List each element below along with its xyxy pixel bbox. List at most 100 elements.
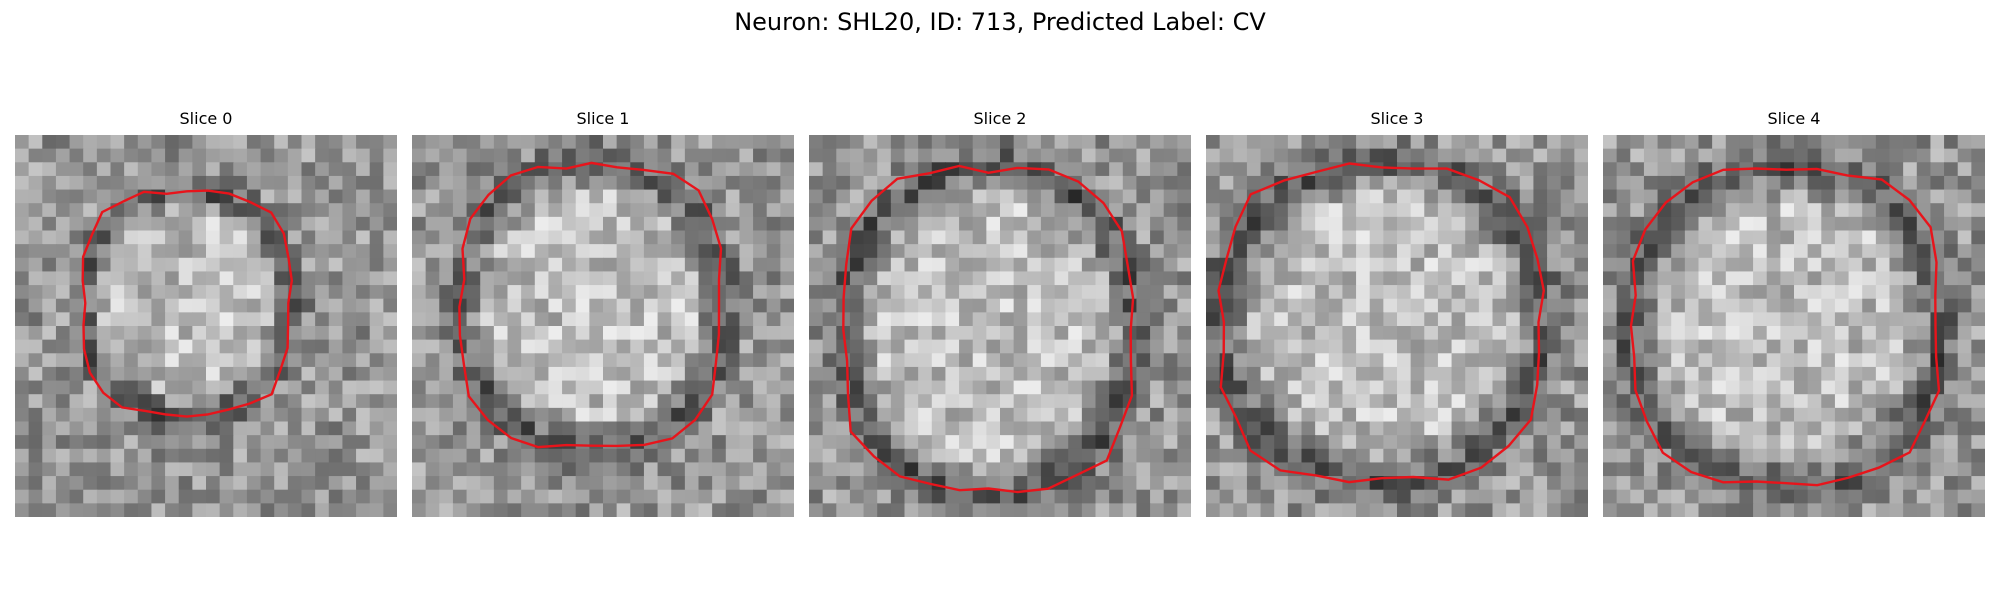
pixel — [836, 394, 851, 409]
pixel — [301, 230, 316, 245]
pixel — [1725, 394, 1741, 409]
pixel — [1150, 216, 1165, 232]
pixel — [1206, 189, 1221, 204]
pixel — [42, 257, 57, 273]
pixel — [1944, 298, 1959, 313]
pixel — [369, 244, 384, 259]
pixel — [1630, 476, 1645, 491]
pixel — [1040, 230, 1056, 245]
pixel — [1095, 285, 1110, 300]
pixel — [1807, 366, 1822, 382]
pixel — [1519, 298, 1535, 313]
pixel — [766, 366, 781, 382]
pixel — [1328, 407, 1344, 423]
pixel — [1122, 162, 1138, 177]
pixel — [287, 407, 303, 423]
pixel — [260, 435, 275, 450]
pixel — [1725, 435, 1741, 450]
pixel — [287, 448, 303, 464]
pixel — [1889, 339, 1904, 354]
pixel — [1889, 380, 1904, 395]
pixel — [1383, 380, 1398, 395]
pixel — [1013, 448, 1028, 464]
pixel — [1560, 244, 1575, 259]
pixel — [1930, 271, 1945, 286]
pixel — [1916, 353, 1932, 368]
pixel — [643, 189, 659, 204]
pixel — [1889, 421, 1904, 436]
pixel — [1287, 203, 1303, 218]
pixel — [1739, 448, 1754, 464]
pixel — [521, 298, 536, 313]
pixel — [1465, 326, 1480, 341]
pixel — [1397, 407, 1412, 423]
pixel — [206, 162, 221, 177]
pixel — [904, 394, 919, 409]
pixel — [425, 257, 440, 273]
pixel — [1177, 339, 1191, 354]
pixel — [1122, 366, 1138, 382]
pixel — [1657, 394, 1672, 409]
pixel — [1136, 298, 1151, 313]
pixel — [1274, 135, 1289, 150]
pixel — [356, 257, 371, 273]
pixel — [83, 326, 98, 341]
pixel — [809, 394, 824, 409]
pixel — [1753, 503, 1768, 517]
pixel — [425, 462, 440, 477]
pixel — [589, 135, 604, 150]
pixel — [287, 462, 303, 477]
pixel — [548, 285, 563, 300]
pixel — [315, 298, 330, 313]
pixel — [863, 353, 878, 368]
pixel — [986, 216, 1001, 232]
pixel — [1698, 162, 1713, 177]
pixel — [315, 366, 330, 382]
pixel — [1301, 353, 1316, 368]
pixel — [328, 476, 344, 491]
pixel — [1603, 503, 1618, 517]
pixel — [1437, 448, 1453, 464]
pixel — [959, 230, 974, 245]
pixel — [986, 462, 1001, 477]
pixel — [356, 312, 371, 327]
pixel — [1000, 326, 1015, 341]
pixel — [1233, 162, 1248, 177]
pixel — [369, 148, 384, 163]
pixel — [521, 326, 536, 341]
pixel — [1095, 366, 1110, 382]
pixel — [753, 244, 768, 259]
pixel — [356, 394, 371, 409]
pixel — [521, 394, 536, 409]
pixel — [712, 476, 727, 491]
pixel — [521, 489, 536, 504]
pixel — [1780, 135, 1795, 150]
pixel — [110, 230, 125, 245]
pixel — [603, 257, 618, 273]
pixel — [1848, 339, 1863, 354]
pixel — [55, 380, 71, 395]
pixel — [69, 257, 84, 273]
pixel — [480, 216, 495, 232]
pixel — [1930, 421, 1945, 436]
pixel — [493, 216, 509, 232]
pixel — [1478, 203, 1494, 218]
pixel — [110, 244, 125, 259]
pixel — [657, 216, 672, 232]
pixel — [1451, 503, 1466, 517]
pixel — [1875, 407, 1891, 423]
pixel — [849, 298, 865, 313]
pixel — [1533, 216, 1548, 232]
pixel — [1437, 312, 1453, 327]
pixel — [1794, 503, 1809, 517]
pixel — [1519, 162, 1535, 177]
pixel — [1533, 189, 1548, 204]
pixel — [1451, 489, 1466, 504]
pixel — [534, 244, 550, 259]
pixel — [1040, 380, 1056, 395]
pixel — [192, 162, 207, 177]
pixel — [69, 421, 84, 436]
pixel — [1342, 312, 1357, 327]
pixel — [1027, 462, 1042, 477]
pixel — [1875, 298, 1891, 313]
